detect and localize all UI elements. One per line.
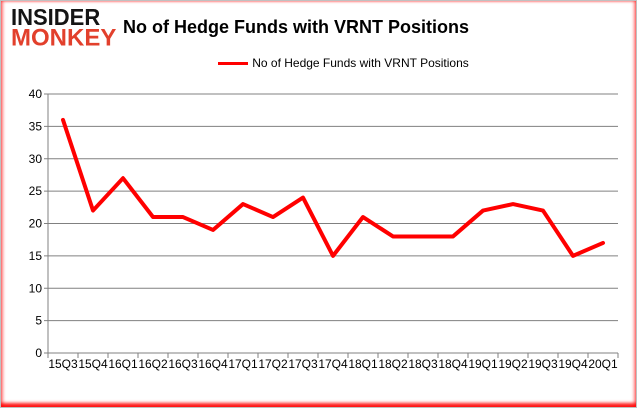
series-line [61,117,605,258]
x-tick-label: 18Q3 [408,357,438,371]
y-tick-label: 30 [29,152,43,166]
x-tick-label: 16Q2 [138,357,168,371]
x-tick-label: 18Q1 [348,357,378,371]
x-tick-label: 15Q4 [78,357,108,371]
x-tick-label: 19Q4 [558,357,588,371]
x-tick-label: 17Q4 [318,357,348,371]
y-tick-label: 10 [29,281,43,295]
x-tick-label: 18Q4 [438,357,468,371]
legend-label: No of Hedge Funds with VRNT Positions [252,56,469,70]
y-tick-label: 15 [29,249,43,263]
y-tick-label: 5 [35,314,42,328]
x-tick-label: 16Q3 [168,357,198,371]
logo-line-insider: INSIDER [11,3,101,31]
y-tick-label: 20 [29,217,43,231]
x-tick-label: 16Q4 [198,357,228,371]
y-tick-label: 35 [29,119,43,133]
x-tick-label: 17Q2 [258,357,288,371]
x-tick-label: 17Q3 [288,357,318,371]
chart-title: No of Hedge Funds with VRNT Positions [123,17,469,37]
x-tick-label: 19Q1 [468,357,498,371]
x-tick-label: 18Q2 [378,357,408,371]
x-tick-label: 16Q1 [108,357,138,371]
logo-line-monkey: MONKEY [11,24,117,52]
insider-monkey-logo: INSIDER MONKEY [11,3,123,52]
x-tick-label: 19Q2 [498,357,528,371]
y-tick-label: 0 [35,346,42,360]
legend-line-swatch [218,61,249,65]
chart-legend: No of Hedge Funds with VRNT Positions [26,56,636,70]
x-tick-label: 17Q1 [228,357,258,371]
y-tick-label: 40 [29,87,43,101]
x-tick-label: 19Q3 [528,357,558,371]
y-tick-label: 25 [29,184,43,198]
x-tick-label: 15Q3 [48,357,78,371]
x-tick-label: 20Q1 [588,357,618,371]
